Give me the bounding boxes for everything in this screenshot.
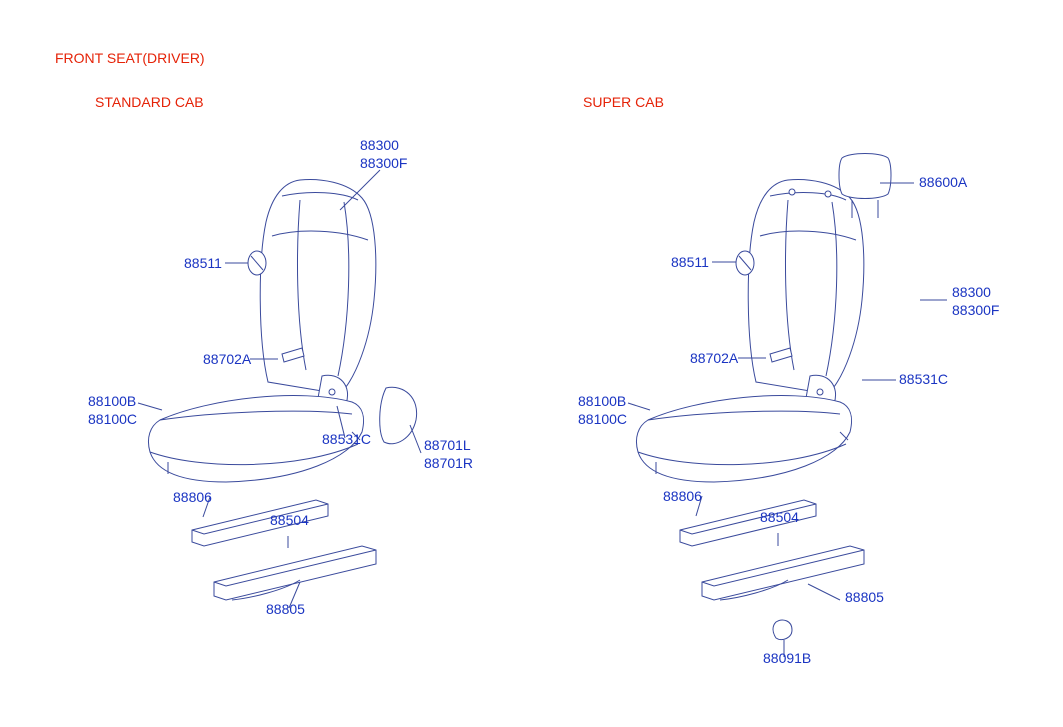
part-label-88511-std: 88511 [184,255,222,273]
part-label-88100-std: 88100B 88100C [88,393,137,428]
standard-cab-seat [148,180,416,600]
part-label-88100-sup: 88100B 88100C [578,393,627,428]
standard-cab-title: STANDARD CAB [95,94,204,112]
part-label-88504-std: 88504 [270,512,309,530]
part-label-88702A-sup: 88702A [690,350,738,368]
part-label-88805-sup: 88805 [845,589,884,607]
part-label-88504-sup: 88504 [760,509,799,527]
leader-sup_88805 [808,584,840,600]
super-cab-title: SUPER CAB [583,94,664,112]
part-label-88531C-std: 88531C [322,431,371,449]
part-label-88300-sup: 88300 88300F [952,284,999,319]
part-label-88701-std: 88701L 88701R [424,437,473,472]
main-title: FRONT SEAT(DRIVER) [55,50,205,68]
part-label-88805-std: 88805 [266,601,305,619]
part-label-88600A-sup: 88600A [919,174,967,192]
leader-std_88100 [138,403,162,410]
leader-sup_88100 [628,403,650,410]
diagram-container: FRONT SEAT(DRIVER) STANDARD CAB SUPER CA… [0,0,1063,727]
part-label-88702A-std: 88702A [203,351,251,369]
part-label-88091B-sup: 88091B [763,650,811,668]
part-label-88806-sup: 88806 [663,488,702,506]
part-label-88511-sup: 88511 [671,254,709,272]
leader-std_88701 [410,425,421,453]
part-label-88300-std: 88300 88300F [360,137,407,172]
super-cab-seat [636,154,891,640]
part-label-88531C-sup: 88531C [899,371,948,389]
part-label-88806-std: 88806 [173,489,212,507]
